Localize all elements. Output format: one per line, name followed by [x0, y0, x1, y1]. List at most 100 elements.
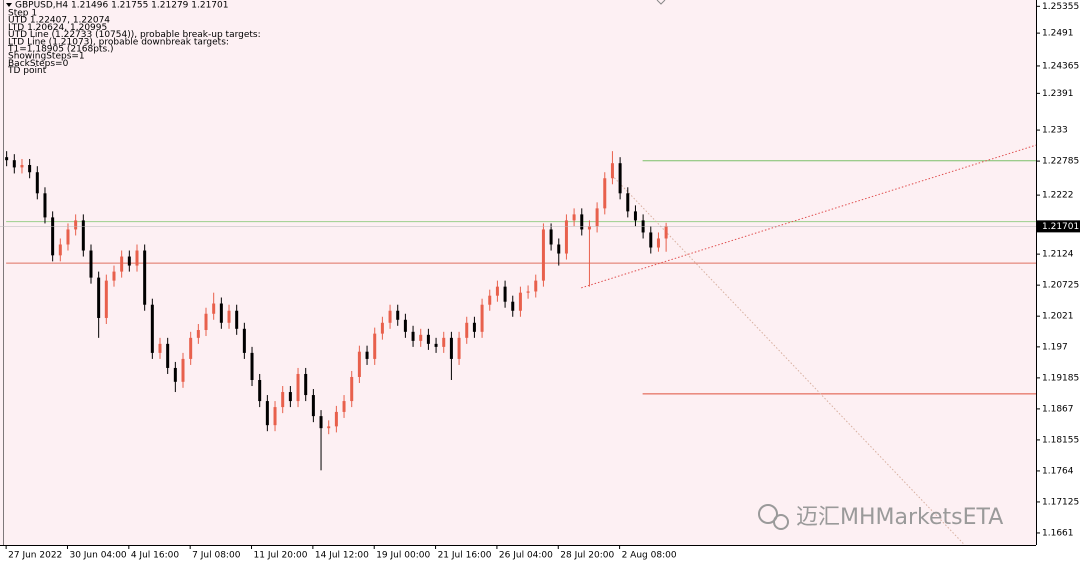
y-tick-label: 1.2021	[1042, 312, 1074, 322]
y-tick-label: 1.24365	[1042, 61, 1079, 71]
candle-body	[66, 229, 70, 245]
y-tick-label: 1.2222	[1042, 191, 1074, 201]
trend-line	[581, 144, 1037, 289]
candle-body	[74, 220, 78, 230]
info-line: LTD 1.20624, 1.20995	[8, 23, 107, 33]
scroll-marker	[656, 0, 666, 5]
candle-body	[557, 244, 561, 254]
candle-body	[472, 322, 476, 332]
info-line: LTD Line (1.21073), probable downbreak t…	[8, 37, 229, 47]
y-tick-label: 1.20725	[1042, 281, 1079, 291]
candle-body	[12, 160, 16, 168]
info-line: BackSteps=0	[8, 59, 69, 69]
candle-body	[28, 165, 32, 173]
candle-body	[143, 250, 147, 305]
candle-body	[51, 217, 55, 256]
candle-body	[442, 337, 446, 347]
y-tick-label: 1.1764	[1042, 466, 1074, 476]
x-tick-label: 4 Jul 16:00	[131, 551, 180, 561]
candle-body	[488, 295, 492, 305]
candle-body	[219, 303, 223, 323]
candle-body	[503, 286, 507, 302]
candle-body	[258, 379, 262, 402]
candle-body	[5, 157, 9, 161]
current-price-box	[1037, 220, 1080, 233]
candle-body	[534, 280, 538, 292]
y-tick-label: 1.25355	[1042, 2, 1079, 12]
candle-body	[112, 271, 116, 281]
candle-body	[319, 416, 323, 429]
candle-body	[265, 401, 269, 426]
candle-body	[457, 337, 461, 359]
wechat-icon	[773, 514, 789, 530]
candle-body	[518, 292, 522, 311]
candle-body	[649, 232, 653, 248]
candle-body	[43, 193, 47, 218]
candle-body	[135, 250, 139, 266]
y-tick-label: 1.1661	[1042, 528, 1074, 538]
candle-body	[411, 331, 415, 341]
candle-body	[311, 395, 315, 417]
candle-body	[20, 165, 24, 168]
candle-body	[357, 351, 361, 377]
candle-body	[89, 250, 93, 278]
info-line: UTD 1.22407, 1.22074	[8, 16, 110, 26]
candle-body	[35, 172, 39, 194]
x-tick-label: 21 Jul 16:00	[438, 551, 492, 561]
trend-line	[611, 174, 966, 546]
candle-body	[656, 238, 660, 248]
candle-body	[564, 220, 568, 254]
x-tick-label: 28 Jul 20:00	[560, 551, 614, 561]
current-price-label: 1.21701	[1042, 222, 1079, 232]
candle-body	[626, 193, 630, 212]
candle-body	[304, 373, 308, 396]
y-tick-label: 1.17125	[1042, 497, 1079, 507]
candle-body	[212, 303, 216, 314]
candle-body	[97, 277, 101, 318]
candle-body	[541, 229, 545, 281]
x-tick-label: 14 Jul 12:00	[315, 551, 369, 561]
info-block: GBPUSD,H4 1.21496 1.21755 1.21279 1.2170…	[6, 1, 228, 11]
candle-body	[618, 163, 622, 194]
y-tick-label: 1.197	[1042, 342, 1068, 352]
candle-body	[104, 280, 108, 318]
y-tick-label: 1.22785	[1042, 157, 1079, 167]
candle-body	[572, 214, 576, 221]
x-tick-label: 7 Jul 08:00	[192, 551, 241, 561]
candle-body	[81, 220, 85, 251]
candle-body	[633, 211, 637, 221]
candle-body	[495, 286, 499, 296]
candle-body	[181, 358, 185, 382]
info-line: T1=1.18905 (2168pts.)	[7, 45, 114, 55]
plot-background	[0, 0, 1036, 545]
candle-body	[58, 244, 62, 256]
info-line: Step 1	[8, 9, 37, 19]
y-tick-label: 1.19185	[1042, 373, 1079, 383]
y-tick-label: 1.2391	[1042, 89, 1074, 99]
y-tick-label: 1.1867	[1042, 404, 1074, 414]
y-tick-label: 1.18155	[1042, 435, 1079, 445]
x-tick-label: 26 Jul 04:00	[499, 551, 553, 561]
wechat-icon	[758, 504, 778, 524]
candle-body	[434, 343, 438, 347]
y-tick-label: 1.2491	[1042, 29, 1074, 39]
symbol-header: GBPUSD,H4 1.21496 1.21755 1.21279 1.2170…	[15, 1, 228, 11]
candle-body	[587, 226, 591, 230]
candle-body	[150, 304, 154, 353]
candle-body	[288, 392, 292, 402]
candle-body	[296, 373, 300, 402]
candle-body	[242, 328, 246, 353]
candle-body	[120, 256, 124, 272]
info-line: UTD Line (1.22733 (10754)), probable bre…	[8, 30, 261, 40]
info-line: TD point	[7, 66, 47, 76]
candle-body	[603, 178, 607, 209]
candle-body	[189, 337, 193, 359]
candle-body	[327, 426, 331, 429]
candle-body	[511, 301, 515, 311]
candle-body	[373, 333, 377, 359]
candle-body	[166, 343, 170, 368]
candle-body	[350, 376, 354, 402]
candle-body	[480, 304, 484, 332]
x-tick-label: 2 Aug 08:00	[622, 551, 677, 561]
